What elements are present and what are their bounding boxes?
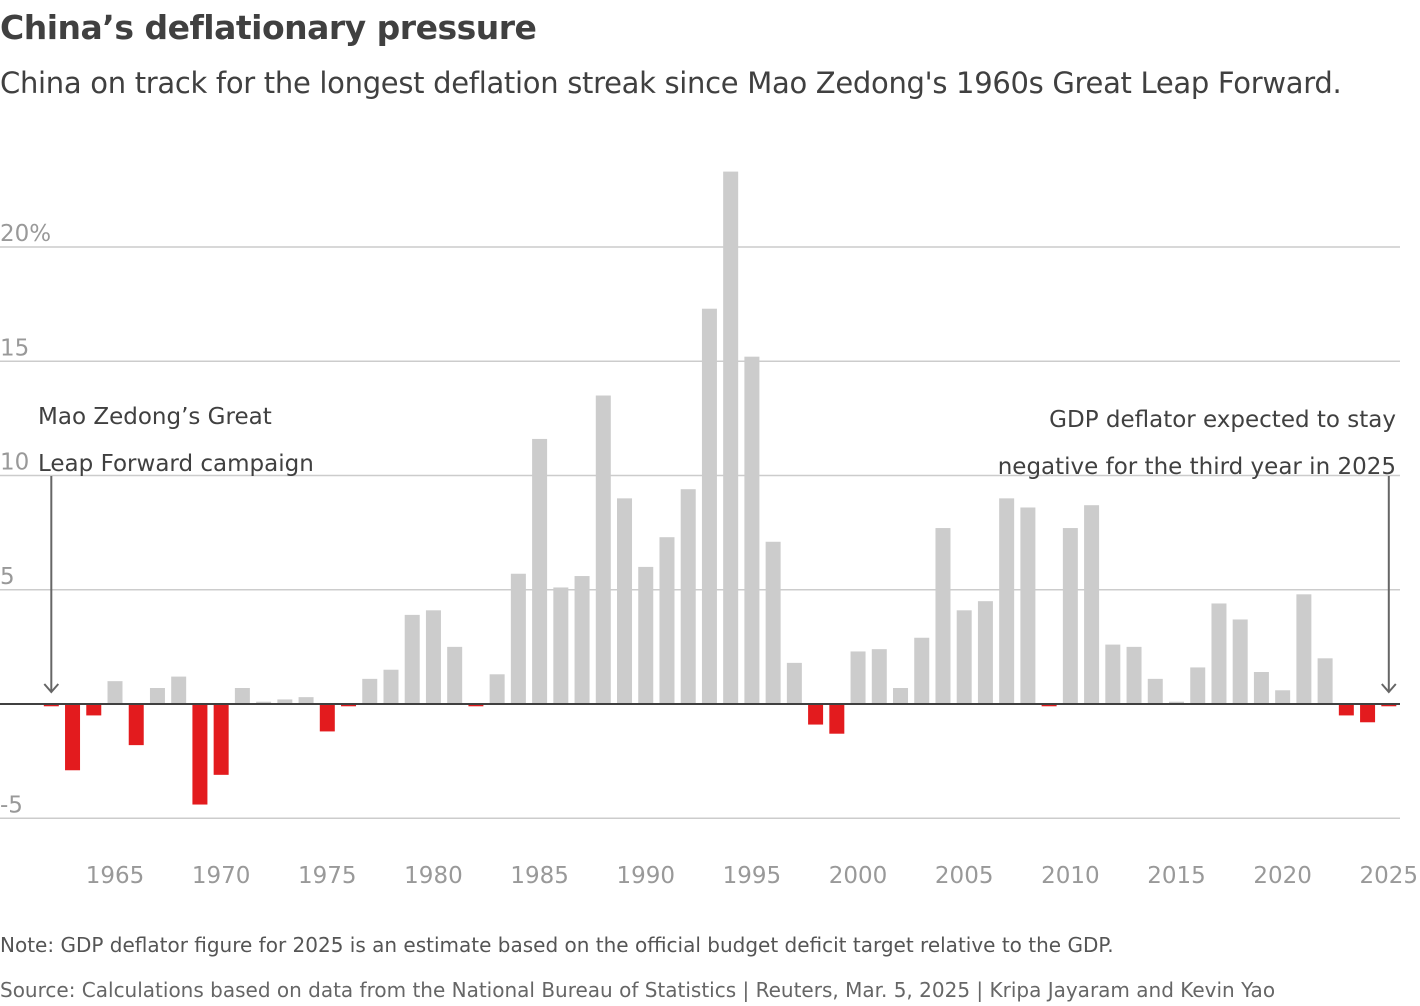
annotation-text: Mao Zedong’s Great (38, 404, 272, 430)
bar-1968 (171, 676, 187, 704)
bar-2023 (1338, 704, 1354, 716)
annotation-text: GDP deflator expected to stay (1049, 407, 1396, 433)
bar-2009 (1041, 704, 1057, 707)
arrowhead-icon (43, 683, 60, 694)
bar-1962 (43, 704, 59, 707)
x-tick-label: 2010 (1041, 863, 1100, 889)
bar-1972 (256, 701, 272, 704)
bar-1994 (723, 171, 739, 705)
bar-1973 (277, 699, 293, 704)
bar-2017 (1211, 603, 1227, 704)
bar-1977 (362, 678, 378, 704)
bar-2015 (1169, 701, 1184, 704)
bar-1983 (489, 674, 505, 704)
bar-2001 (871, 649, 887, 704)
x-tick-label: 1995 (723, 863, 782, 889)
bar-1967 (149, 688, 165, 704)
bar-1999 (829, 704, 845, 734)
bar-2011 (1084, 505, 1100, 704)
bar-1984 (510, 573, 526, 704)
x-tick-label: 1975 (298, 863, 357, 889)
bar-2003 (914, 637, 930, 704)
y-tick-label: 20% (0, 221, 51, 247)
bar-1971 (234, 688, 250, 704)
x-tick-label: 1970 (192, 863, 251, 889)
bar-1987 (574, 576, 590, 704)
bar-1964 (86, 704, 102, 716)
bar-2025 (1381, 704, 1397, 707)
bar-2008 (1020, 507, 1036, 704)
x-tick-label: 2020 (1253, 863, 1312, 889)
x-tick-label: 1965 (86, 863, 145, 889)
bar-2007 (999, 498, 1015, 704)
bar-2002 (893, 688, 909, 704)
bar-1980 (425, 610, 441, 704)
bar-1982 (468, 704, 484, 707)
bar-2006 (977, 601, 993, 704)
bar-1989 (617, 498, 633, 704)
bar-2012 (1105, 644, 1121, 704)
x-tick-label: 2005 (935, 863, 994, 889)
x-tick-label: 1990 (616, 863, 675, 889)
bar-2019 (1253, 672, 1269, 704)
bar-1963 (65, 704, 81, 771)
bar-2022 (1317, 658, 1333, 704)
x-tick-label: 1980 (404, 863, 463, 889)
bar-2014 (1147, 678, 1163, 704)
bar-2018 (1232, 619, 1248, 704)
bar-1976 (341, 704, 357, 707)
y-tick-label: 5 (0, 564, 15, 590)
bar-2005 (956, 610, 972, 704)
bar-1985 (532, 438, 548, 704)
bar-2000 (850, 651, 866, 704)
annotation-text: Leap Forward campaign (38, 451, 314, 477)
bar-1969 (192, 704, 208, 805)
y-tick-label: 10 (0, 450, 29, 476)
bar-2021 (1296, 594, 1312, 704)
x-tick-label: 2000 (829, 863, 888, 889)
bar-1998 (808, 704, 824, 725)
y-tick-label: -5 (0, 792, 23, 818)
chart-note: Note: GDP deflator figure for 2025 is an… (0, 933, 1114, 957)
bar-2004 (935, 528, 951, 704)
bar-2020 (1275, 690, 1291, 704)
bar-2016 (1190, 667, 1206, 704)
chart-source: Source: Calculations based on data from … (0, 978, 1276, 1002)
arrowhead-icon (1381, 683, 1397, 694)
bar-1996 (765, 541, 781, 704)
bar-2010 (1062, 528, 1078, 704)
bar-1974 (298, 697, 314, 704)
chart-subtitle: China on track for the longest deflation… (0, 66, 1342, 100)
bar-1966 (128, 704, 144, 746)
bar-1975 (319, 704, 335, 732)
chart-title: China’s deflationary pressure (0, 8, 537, 47)
bar-1988 (595, 395, 611, 704)
bar-1979 (404, 614, 420, 704)
bar-1981 (447, 646, 463, 704)
bar-2013 (1126, 646, 1142, 704)
bar-1990 (638, 566, 654, 704)
bar-1993 (701, 308, 717, 704)
bar-1992 (680, 489, 696, 704)
x-tick-label: 1985 (510, 863, 569, 889)
bar-2024 (1360, 704, 1376, 723)
bar-1965 (107, 681, 123, 704)
y-tick-label: 15 (0, 335, 29, 361)
bar-1970 (213, 704, 229, 775)
bar-1997 (786, 662, 802, 704)
bar-1995 (744, 356, 760, 704)
x-tick-label: 2015 (1147, 863, 1206, 889)
x-tick-label: 2025 (1360, 863, 1419, 889)
bar-1986 (553, 587, 569, 704)
bar-1978 (383, 669, 399, 704)
bar-1991 (659, 537, 675, 704)
annotation-text: negative for the third year in 2025 (998, 454, 1396, 480)
